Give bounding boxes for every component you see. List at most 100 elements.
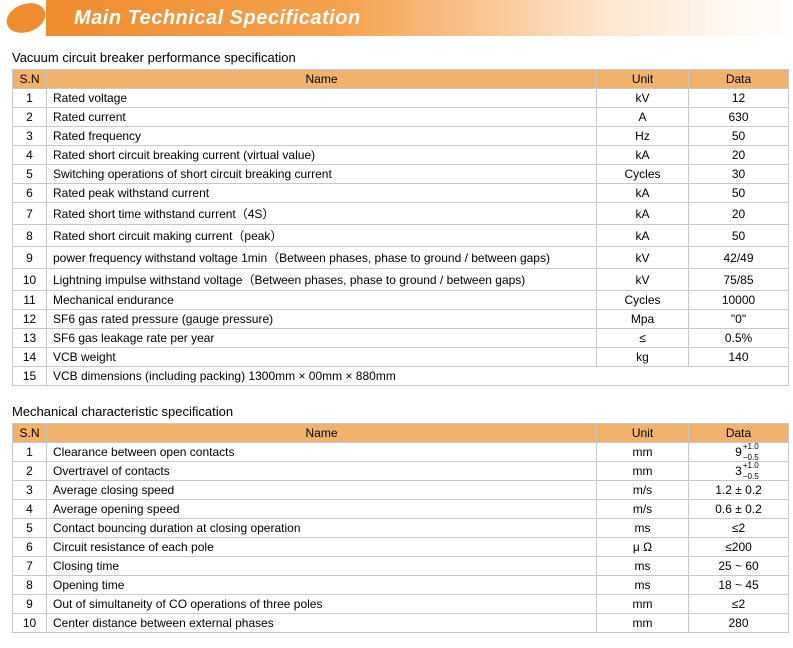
table-row: 12SF6 gas rated pressure (gauge pressure…: [13, 310, 789, 329]
cell-data: 50: [689, 127, 789, 146]
cell-sn: 3: [13, 481, 47, 500]
header-ellipse-icon: [4, 2, 48, 34]
cell-sn: 14: [13, 348, 47, 367]
table-row: 5Switching operations of short circuit b…: [13, 165, 789, 184]
cell-name: VCB weight: [47, 348, 597, 367]
cell-data: 1.2 ± 0.2: [689, 481, 789, 500]
table-row: 10Center distance between external phase…: [13, 614, 789, 633]
cell-name: SF6 gas leakage rate per year: [47, 329, 597, 348]
cell-unit: μ Ω: [597, 538, 689, 557]
section2-title: Mechanical characteristic specification: [12, 404, 793, 419]
cell-name: Center distance between external phases: [47, 614, 597, 633]
cell-unit: ms: [597, 519, 689, 538]
cell-name: VCB dimensions (including packing) 1300m…: [47, 367, 789, 386]
cell-name: Out of simultaneity of CO operations of …: [47, 595, 597, 614]
cell-unit: kV: [597, 269, 689, 291]
cell-data: ≤200: [689, 538, 789, 557]
header-gradient-bar: Main Technical Specification: [46, 0, 793, 36]
cell-unit: kg: [597, 348, 689, 367]
cell-name: Average opening speed: [47, 500, 597, 519]
cell-unit: Hz: [597, 127, 689, 146]
cell-sn: 15: [13, 367, 47, 386]
table-row: 6Circuit resistance of each poleμ Ω≤200: [13, 538, 789, 557]
cell-name: Rated short circuit breaking current (vi…: [47, 146, 597, 165]
table-row: 9power frequency withstand voltage 1min（…: [13, 247, 789, 269]
col-unit: Unit: [597, 70, 689, 89]
page-header: Main Technical Specification: [0, 0, 793, 36]
cell-name: Average closing speed: [47, 481, 597, 500]
col-unit: Unit: [597, 424, 689, 443]
cell-sn: 1: [13, 89, 47, 108]
cell-data: 18 ~ 45: [689, 576, 789, 595]
cell-unit: kV: [597, 89, 689, 108]
cell-data-base: 9: [735, 445, 742, 459]
table-row: 3Rated frequencyHz50: [13, 127, 789, 146]
page-title: Main Technical Specification: [74, 7, 361, 30]
table-row: 6Rated peak withstand currentkA50: [13, 184, 789, 203]
cell-unit: kA: [597, 225, 689, 247]
table-row: 14VCB weightkg140: [13, 348, 789, 367]
cell-data: "0": [689, 310, 789, 329]
table-row: 7Rated short time withstand current（4S）k…: [13, 203, 789, 225]
table-row: 2Overtravel of contactsmm3+1.0−0.5: [13, 462, 789, 481]
cell-unit: ≤: [597, 329, 689, 348]
cell-sn: 9: [13, 247, 47, 269]
cell-unit: kA: [597, 184, 689, 203]
cell-sn: 13: [13, 329, 47, 348]
cell-unit: mm: [597, 614, 689, 633]
col-data: Data: [689, 70, 789, 89]
cell-data-tol-up: +1.0: [743, 461, 759, 470]
cell-name: Rated short circuit making current（peak）: [47, 225, 597, 247]
table-row: 2Rated currentA630: [13, 108, 789, 127]
table-row: 8Opening timems18 ~ 45: [13, 576, 789, 595]
cell-sn: 8: [13, 225, 47, 247]
cell-unit: m/s: [597, 481, 689, 500]
cell-unit: ms: [597, 557, 689, 576]
cell-name: Rated short time withstand current（4S）: [47, 203, 597, 225]
cell-name: Rated voltage: [47, 89, 597, 108]
cell-data: 42/49: [689, 247, 789, 269]
cell-data: 280: [689, 614, 789, 633]
cell-unit: Cycles: [597, 165, 689, 184]
cell-sn: 6: [13, 184, 47, 203]
cell-data: 75/85: [689, 269, 789, 291]
cell-sn: 2: [13, 462, 47, 481]
cell-name: Mechanical endurance: [47, 291, 597, 310]
cell-data: 20: [689, 146, 789, 165]
table-header-row: S.N Name Unit Data: [13, 424, 789, 443]
cell-data: ≤2: [689, 595, 789, 614]
cell-name: Clearance between open contacts: [47, 443, 597, 462]
cell-data: 140: [689, 348, 789, 367]
table-row: 8Rated short circuit making current（peak…: [13, 225, 789, 247]
cell-sn: 3: [13, 127, 47, 146]
table-row: 1Rated voltagekV12: [13, 89, 789, 108]
cell-data: 25 ~ 60: [689, 557, 789, 576]
table-row: 3Average closing speedm/s1.2 ± 0.2: [13, 481, 789, 500]
cell-unit: kV: [597, 247, 689, 269]
cell-sn: 4: [13, 500, 47, 519]
cell-data: 10000: [689, 291, 789, 310]
cell-data: 630: [689, 108, 789, 127]
cell-data: 9+1.0−0.5: [689, 443, 789, 462]
cell-unit: mm: [597, 462, 689, 481]
col-sn: S.N: [13, 424, 47, 443]
table-vcb-performance: S.N Name Unit Data 1Rated voltagekV122Ra…: [12, 69, 789, 386]
table-row: 1Clearance between open contactsmm9+1.0−…: [13, 443, 789, 462]
cell-unit: kA: [597, 146, 689, 165]
cell-sn: 5: [13, 519, 47, 538]
cell-name: Rated current: [47, 108, 597, 127]
cell-unit: mm: [597, 443, 689, 462]
cell-name: Switching operations of short circuit br…: [47, 165, 597, 184]
cell-name: Rated peak withstand current: [47, 184, 597, 203]
cell-name: SF6 gas rated pressure (gauge pressure): [47, 310, 597, 329]
cell-sn: 9: [13, 595, 47, 614]
table-row: 4Rated short circuit breaking current (v…: [13, 146, 789, 165]
cell-sn: 12: [13, 310, 47, 329]
cell-name: Rated frequency: [47, 127, 597, 146]
col-name: Name: [47, 424, 597, 443]
cell-sn: 8: [13, 576, 47, 595]
table-header-row: S.N Name Unit Data: [13, 70, 789, 89]
cell-sn: 10: [13, 269, 47, 291]
cell-unit: kA: [597, 203, 689, 225]
cell-sn: 6: [13, 538, 47, 557]
